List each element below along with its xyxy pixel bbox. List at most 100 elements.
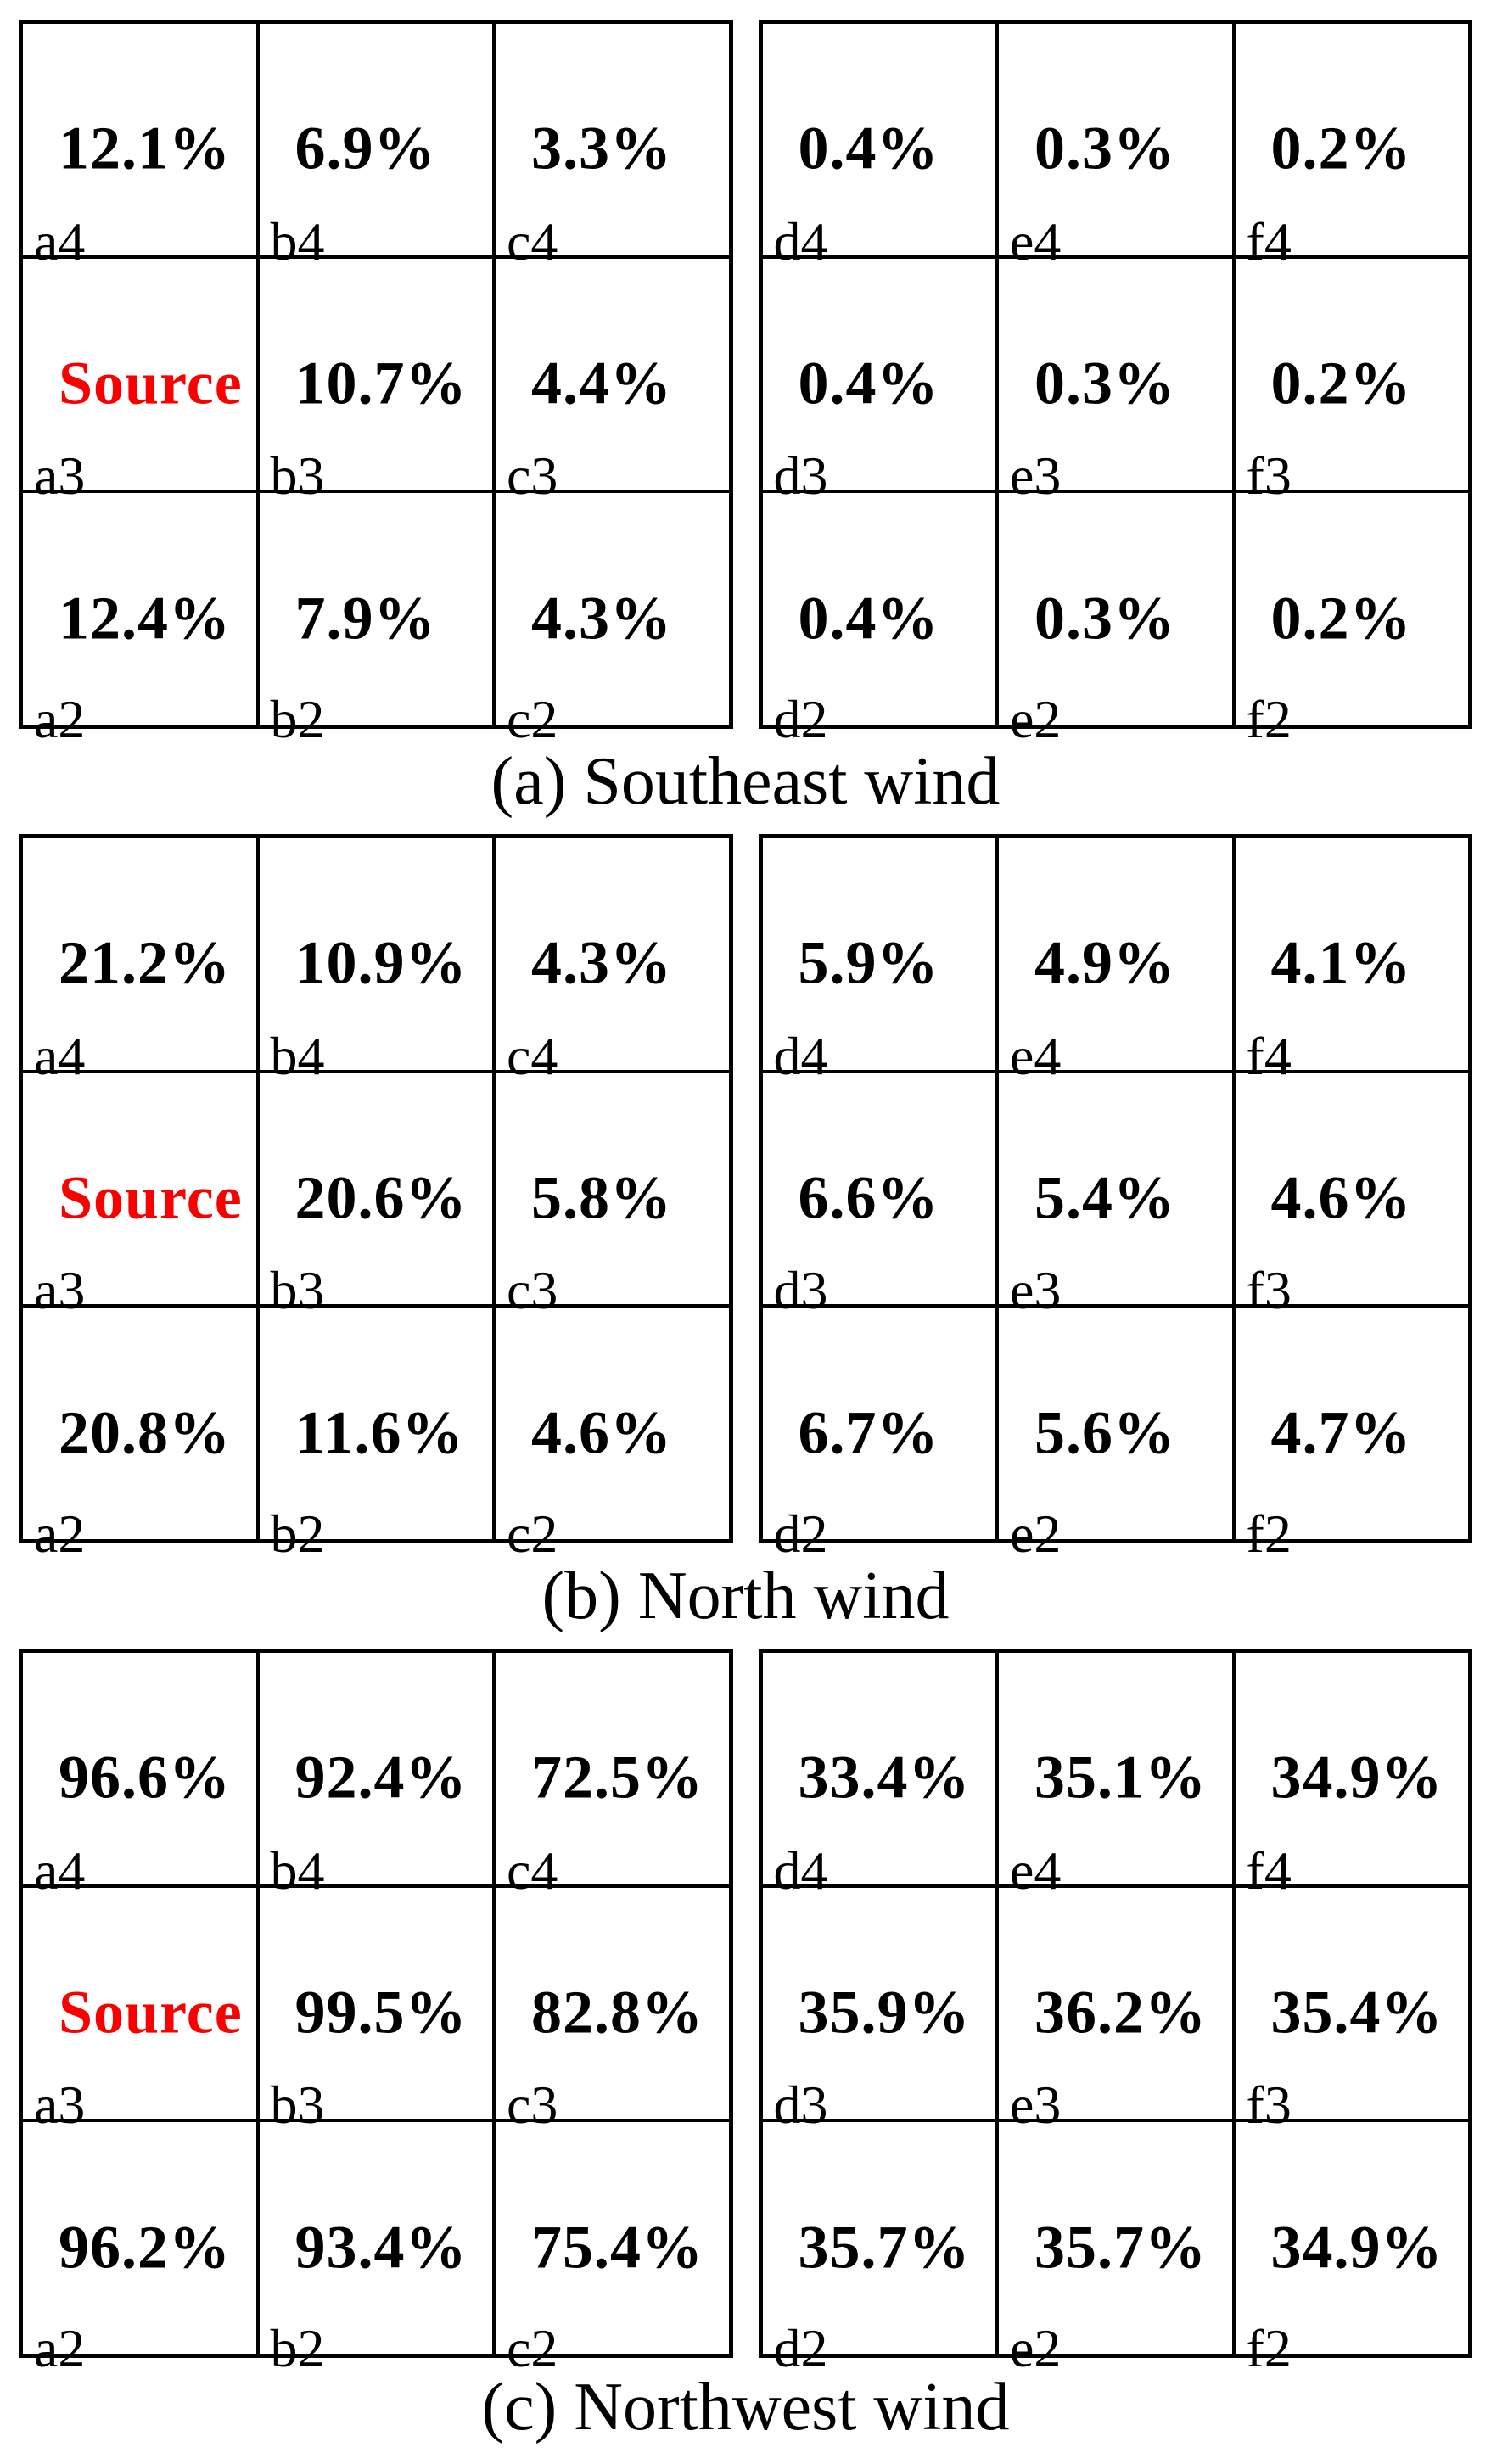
panel-b-right-grid: 5.9% d4 4.9% e4 4.1% f4 6.6% d3 5.4% e3 4.6% f3 6.7%… (758, 834, 1472, 1560)
cell-value: 92.4% (294, 1743, 468, 1812)
grid-cell-d4: 33.4% d4 (760, 1651, 997, 1897)
grid-cell-c4: 4.3% c4 (494, 837, 731, 1083)
grid-cell-f4: 4.1% f4 (1233, 837, 1470, 1083)
cell-value: 4.6% (1270, 1163, 1412, 1232)
cell-label: b3 (270, 1260, 325, 1321)
cell-label: d3 (773, 1260, 828, 1321)
cell-label: c2 (507, 688, 558, 749)
cell-value: 4.3% (531, 928, 672, 997)
panel-c-caption: (c) Northwest wind (481, 2369, 1010, 2444)
cell-value: 11.6% (294, 1398, 464, 1467)
cell-value: 72.5% (531, 1743, 703, 1812)
grid-cell-e2: 5.6% e2 (997, 1306, 1234, 1560)
cell-label: a4 (34, 210, 86, 272)
cell-label: b2 (270, 1503, 325, 1564)
cell-value: 35.7% (1034, 2213, 1207, 2282)
panel-a: 12.1% a4 6.9% b4 3.3% c4 Source a3 10.7% b3 4.4% c3… (19, 20, 1472, 834)
cell-value: 34.9% (1270, 1743, 1443, 1812)
source-label: Source (59, 1163, 243, 1232)
grid-cell-c3: 82.8% c3 (494, 1885, 731, 2132)
cell-label: a4 (34, 1840, 86, 1901)
grid-cell-c2: 4.3% c2 (494, 491, 731, 746)
grid-cell-f2: 0.2% f2 (1233, 491, 1470, 746)
grid-cell-d4: 0.4% d4 (760, 22, 997, 268)
panel-a-left-grid: 12.1% a4 6.9% b4 3.3% c4 Source a3 10.7% b3 4.4% c3… (19, 20, 733, 746)
grid-cell-d2: 0.4% d2 (760, 491, 997, 746)
panel-c-grids: 96.6% a4 92.4% b4 72.5% c4 Source a3 99.5% b3 82.8… (19, 1649, 1472, 2375)
cell-value: 0.3% (1034, 584, 1175, 652)
grid-cell-c3: 5.8% c3 (494, 1071, 731, 1318)
cell-label: f4 (1246, 210, 1292, 272)
panel-a-right-grid: 0.4% d4 0.3% e4 0.2% f4 0.4% d3 0.3% e3 0.2% f3 0.4%… (758, 20, 1472, 746)
grid-cell-d3: 6.6% d3 (760, 1071, 997, 1318)
grid-cell-b2: 93.4% b2 (257, 2120, 494, 2375)
grid-cell-a2: 20.8% a2 (21, 1306, 258, 1560)
grid-cell-a3: Source a3 (21, 1885, 258, 2132)
cell-value: 34.9% (1270, 2213, 1443, 2282)
source-label: Source (59, 1978, 243, 2047)
cell-value: 4.6% (531, 1398, 672, 1467)
panel-b-grids: 21.2% a4 10.9% b4 4.3% c4 Source a3 20.6% b3 5.8% c… (19, 834, 1472, 1560)
grid-cell-f3: 35.4% f3 (1233, 1885, 1470, 2132)
cell-label: c3 (507, 2075, 558, 2136)
cell-label: b2 (270, 688, 325, 749)
grid-cell-d3: 0.4% d3 (760, 256, 997, 503)
cell-label: b2 (270, 2317, 325, 2378)
grid-cell-a3: Source a3 (21, 256, 258, 503)
cell-value: 35.7% (798, 2213, 971, 2282)
cell-value: 12.4% (59, 584, 231, 652)
cell-label: b3 (270, 445, 325, 507)
grid-cell-c4: 3.3% c4 (494, 22, 731, 268)
grid-cell-e3: 36.2% e3 (997, 1885, 1234, 2132)
cell-label: c4 (507, 210, 558, 272)
cell-value: 96.2% (59, 2213, 231, 2282)
cell-value: 35.9% (798, 1978, 971, 2047)
cell-label: e2 (1010, 1503, 1062, 1564)
cell-label: c3 (507, 1260, 558, 1321)
cell-value: 35.1% (1034, 1743, 1207, 1812)
grid-cell-b4: 92.4% b4 (257, 1651, 494, 1897)
panel-c: 96.6% a4 92.4% b4 72.5% c4 Source a3 99.5% b3 82.8… (19, 1649, 1472, 2456)
grid-cell-e4: 0.3% e4 (997, 22, 1234, 268)
cell-label: b4 (270, 210, 325, 272)
grid-cell-e2: 35.7% e2 (997, 2120, 1234, 2375)
grid-cell-b4: 10.9% b4 (257, 837, 494, 1083)
grid-cell-d2: 35.7% d2 (760, 2120, 997, 2375)
grid-cell-a2: 96.2% a2 (21, 2120, 258, 2375)
cell-value: 96.6% (59, 1743, 231, 1812)
cell-value: 0.2% (1270, 349, 1412, 417)
cell-label: d2 (773, 688, 828, 749)
cell-value: 6.6% (798, 1163, 939, 1232)
grid-cell-b4: 6.9% b4 (257, 22, 494, 268)
cell-label: f4 (1246, 1025, 1292, 1086)
cell-label: f2 (1246, 2317, 1292, 2378)
cell-value: 4.4% (531, 349, 672, 417)
cell-label: a4 (34, 1025, 86, 1086)
grid-cell-a2: 12.4% a2 (21, 491, 258, 746)
cell-label: c4 (507, 1025, 558, 1086)
grid-cell-b2: 7.9% b2 (257, 491, 494, 746)
grid-cell-c2: 75.4% c2 (494, 2120, 731, 2375)
grid-cell-a4: 21.2% a4 (21, 837, 258, 1083)
panel-b: 21.2% a4 10.9% b4 4.3% c4 Source a3 20.6% b3 5.8% c… (19, 834, 1472, 1649)
cell-label: d4 (773, 1840, 828, 1901)
cell-value: 4.1% (1270, 928, 1412, 997)
grid-cell-e3: 5.4% e3 (997, 1071, 1234, 1318)
grid-cell-c2: 4.6% c2 (494, 1306, 731, 1560)
cell-label: e2 (1010, 688, 1062, 749)
cell-label: e4 (1010, 210, 1062, 272)
cell-value: 6.9% (294, 114, 436, 182)
cell-label: b4 (270, 1840, 325, 1901)
grid-cell-a4: 96.6% a4 (21, 1651, 258, 1897)
grid-cell-f2: 4.7% f2 (1233, 1306, 1470, 1560)
cell-label: f3 (1246, 445, 1292, 507)
cell-value: 0.2% (1270, 584, 1412, 652)
cell-label: a2 (34, 2317, 86, 2378)
cell-value: 20.6% (294, 1163, 468, 1232)
cell-label: b3 (270, 2075, 325, 2136)
cell-value: 99.5% (294, 1978, 468, 2047)
grid-cell-d2: 6.7% d2 (760, 1306, 997, 1560)
grid-cell-a4: 12.1% a4 (21, 22, 258, 268)
cell-label: e2 (1010, 2317, 1062, 2378)
